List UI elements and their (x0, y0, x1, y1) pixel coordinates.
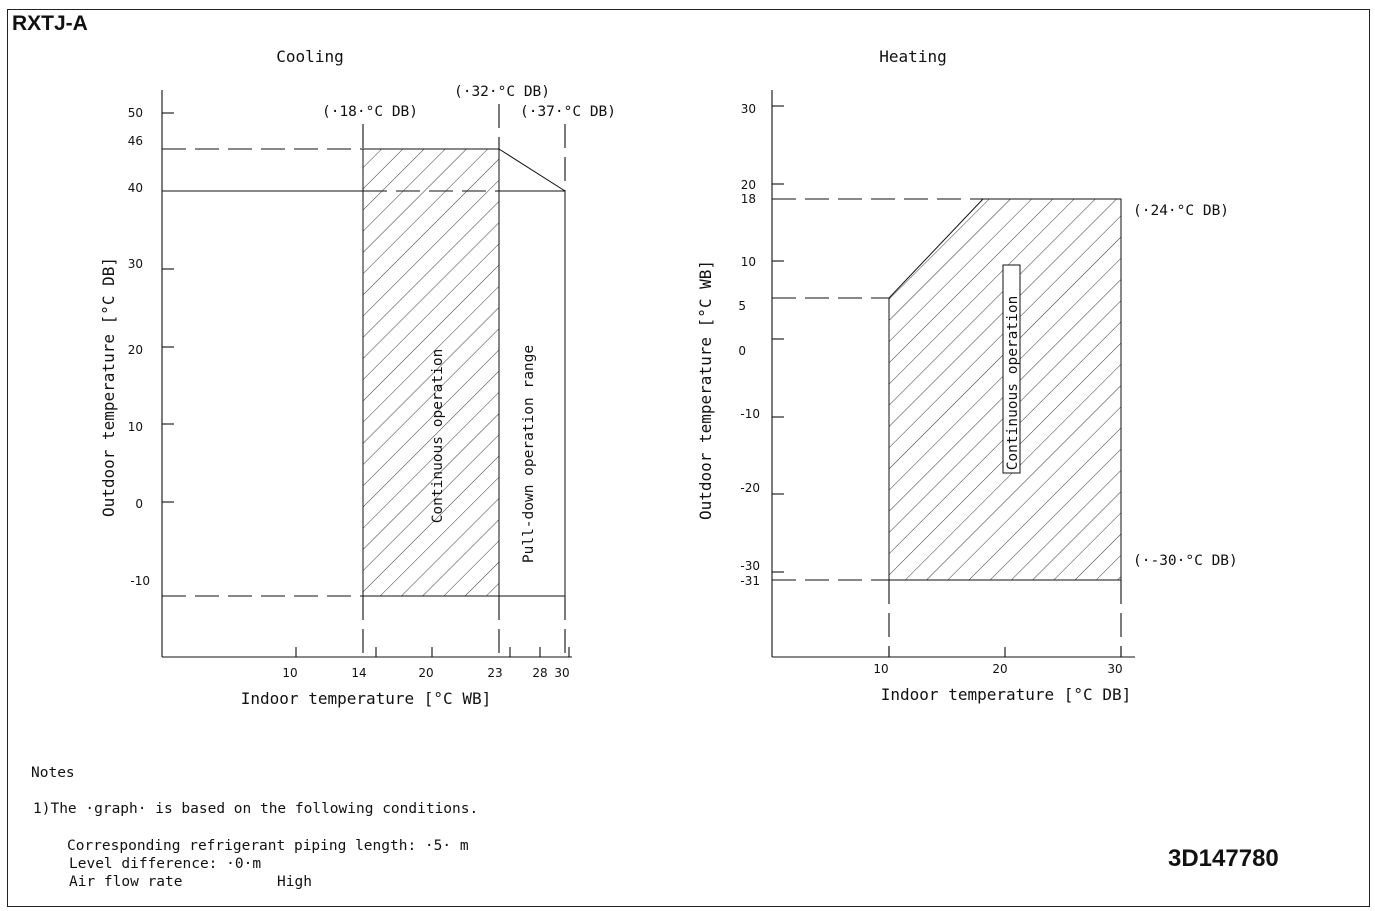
cooling-y-label: Outdoor temperature [°C DB] (99, 257, 118, 517)
cooling-continuous-label: Continuous operation (430, 349, 446, 524)
cooling-annotation: (·32·°C DB) (454, 84, 550, 100)
heating-label-box (1002, 264, 1021, 474)
heating-y-tick: 0 (738, 344, 746, 358)
cooling-y-tick: 46 (128, 134, 143, 148)
notes-line: Air flow rate (69, 874, 183, 890)
heating-annotation: (·-30·°C DB) (1133, 553, 1238, 569)
notes-line: High (277, 874, 312, 890)
cooling-pulldown-label: Pull-down operation range (521, 345, 537, 563)
heating-y-tick: 5 (738, 299, 746, 313)
drawing-frame (7, 9, 1370, 907)
cooling-x-label: Indoor temperature [°C WB] (241, 689, 491, 708)
heating-x-label: Indoor temperature [°C DB] (881, 685, 1131, 704)
cooling-x-tick: 23 (487, 666, 502, 680)
notes-heading: Notes (31, 765, 75, 781)
notes-line: 1)The ·graph· is based on the following … (33, 801, 479, 817)
cooling-x-tick: 20 (418, 666, 433, 680)
heating-y-tick: -30 (740, 559, 760, 573)
cooling-x-tick: 30 (554, 666, 569, 680)
cooling-y-tick: 20 (128, 343, 143, 357)
heating-annotation: (·24·°C DB) (1133, 203, 1229, 219)
heating-continuous-label: Continuous operation (1005, 296, 1021, 471)
heating-title: Heating (879, 47, 946, 66)
heating-y-tick: 10 (741, 255, 756, 269)
heating-y-tick: 18 (741, 192, 756, 206)
cooling-x-tick: 10 (282, 666, 297, 680)
model-title: RXTJ-A (12, 12, 88, 35)
cooling-y-tick: 0 (135, 497, 143, 511)
heating-x-tick: 20 (992, 662, 1007, 676)
notes-line: Level difference: ·0·m (69, 856, 262, 872)
heating-chart: Heating 30 20 18 10 5 0 -10 -20 -30 -31 … (696, 47, 1238, 704)
cooling-y-tick: 30 (128, 257, 143, 271)
heating-y-tick: -20 (740, 481, 760, 495)
heating-y-label: Outdoor temperature [°C WB] (696, 260, 715, 520)
heating-y-tick: 30 (741, 102, 756, 116)
cooling-x-tick: 28 (532, 666, 547, 680)
heating-y-tick: 20 (741, 178, 756, 192)
cooling-y-tick: 10 (128, 420, 143, 434)
heating-y-tick: -10 (740, 407, 760, 421)
cooling-y-tick: -10 (130, 574, 150, 588)
notes-line: Corresponding refrigerant piping length:… (67, 838, 469, 854)
cooling-annotation: (·18·°C DB) (322, 104, 418, 120)
heating-x-tick: 10 (873, 662, 888, 676)
cooling-title: Cooling (276, 47, 343, 66)
cooling-x-tick: 14 (351, 666, 366, 680)
cooling-annotation: (·37·°C DB) (520, 104, 616, 120)
cooling-y-tick: 40 (128, 181, 143, 195)
cooling-y-tick: 50 (128, 106, 143, 120)
drawing-number: 3D147780 (1168, 845, 1279, 872)
cooling-chart: Cooling 50 46 40 30 20 10 0 -10 10 14 20… (99, 47, 616, 708)
heating-y-tick: -31 (740, 574, 760, 588)
heating-x-tick: 30 (1107, 662, 1122, 676)
